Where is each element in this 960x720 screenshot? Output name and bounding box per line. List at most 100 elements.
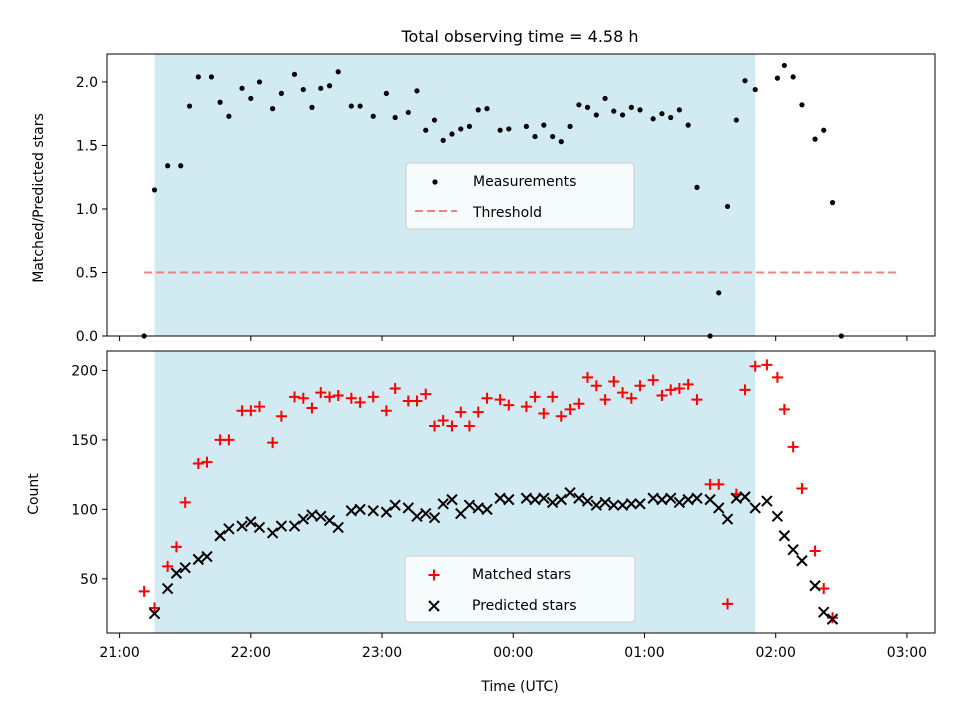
data-point	[414, 88, 420, 94]
data-point	[170, 567, 183, 579]
data-point	[323, 514, 336, 527]
data-point	[354, 396, 366, 408]
data-point	[529, 493, 541, 506]
data-point	[165, 163, 171, 169]
data-point	[546, 496, 559, 509]
data-point	[383, 90, 389, 96]
data-point	[402, 502, 414, 514]
data-point	[722, 598, 734, 610]
data-point	[555, 493, 567, 506]
data-point	[558, 139, 564, 145]
data-point	[796, 555, 808, 567]
data-point	[503, 493, 515, 506]
data-point	[647, 492, 659, 504]
data-point	[634, 380, 646, 392]
data-point	[275, 520, 288, 532]
data-point	[275, 410, 287, 422]
data-point	[429, 420, 441, 432]
data-point	[576, 102, 582, 108]
data-point	[423, 127, 429, 133]
data-point	[826, 613, 839, 625]
data-point	[730, 492, 743, 504]
data-point	[253, 401, 265, 413]
data-point	[201, 456, 213, 468]
data-point	[564, 403, 576, 415]
data-point	[431, 117, 438, 123]
data-point	[214, 530, 226, 542]
data-point	[326, 83, 333, 89]
data-point	[161, 582, 174, 595]
bottom-y-tick-label: 50	[80, 572, 98, 588]
data-point	[291, 71, 298, 77]
bottom-y-tick-label: 100	[71, 502, 98, 518]
data-point	[538, 408, 550, 420]
data-point	[625, 498, 638, 510]
data-point	[547, 391, 559, 403]
data-point	[428, 511, 441, 524]
data-point	[186, 103, 193, 109]
data-point	[713, 502, 725, 514]
legend-label: Predicted stars	[472, 598, 577, 614]
data-point	[721, 513, 734, 525]
data-point	[315, 510, 327, 523]
data-point	[564, 486, 576, 499]
data-point	[608, 499, 620, 511]
data-point	[787, 441, 799, 453]
data-point	[778, 530, 791, 542]
data-point	[318, 85, 324, 91]
data-point	[611, 108, 617, 114]
bottom-y-tick-label: 150	[71, 433, 98, 449]
data-point	[411, 510, 423, 523]
data-point	[472, 502, 484, 514]
data-point	[625, 392, 637, 404]
legend-label: Matched stars	[472, 567, 571, 583]
data-point	[685, 122, 691, 128]
data-point	[389, 499, 401, 511]
bottom-series-predicted-stars	[148, 486, 839, 625]
data-point	[297, 513, 310, 525]
data-point	[634, 498, 646, 510]
data-point	[582, 371, 594, 383]
data-point	[370, 113, 376, 119]
data-point	[742, 78, 748, 84]
data-point	[781, 62, 787, 69]
data-point	[306, 509, 318, 521]
data-point	[608, 376, 620, 388]
bottom-legend: Matched stars Predicted stars	[404, 555, 636, 623]
data-point	[739, 384, 751, 396]
data-point	[809, 545, 821, 557]
x-axis-label: Time (UTC)	[480, 679, 558, 695]
data-point	[223, 434, 235, 446]
data-point	[278, 90, 284, 96]
legend-marker	[428, 600, 440, 612]
top-panel: 0.0 0.5 1.0 1.5 2.0 Measurements Threshold	[76, 53, 936, 345]
top-y-tick-label: 2.0	[76, 75, 98, 91]
data-point	[315, 387, 327, 399]
data-point	[716, 290, 722, 296]
data-point	[170, 541, 182, 553]
data-point	[472, 406, 484, 418]
data-point	[481, 392, 493, 404]
top-y-tick-label: 0.5	[76, 265, 98, 281]
data-point	[192, 553, 205, 566]
data-point	[309, 104, 315, 110]
data-point	[602, 95, 608, 102]
data-point	[771, 371, 783, 383]
data-point	[357, 103, 363, 109]
data-point	[790, 74, 796, 80]
data-point	[555, 410, 567, 422]
data-point	[593, 112, 599, 118]
data-point	[455, 406, 467, 418]
data-point	[380, 506, 393, 518]
data-point	[733, 117, 739, 123]
data-point	[300, 86, 306, 93]
bottom-x-tick-label: 22:00	[231, 645, 271, 661]
bottom-legend-box	[404, 555, 636, 623]
data-point	[466, 123, 473, 130]
data-point	[149, 602, 161, 614]
data-point	[332, 389, 344, 401]
data-point	[520, 401, 532, 413]
data-point	[541, 122, 547, 128]
data-point	[668, 114, 674, 121]
